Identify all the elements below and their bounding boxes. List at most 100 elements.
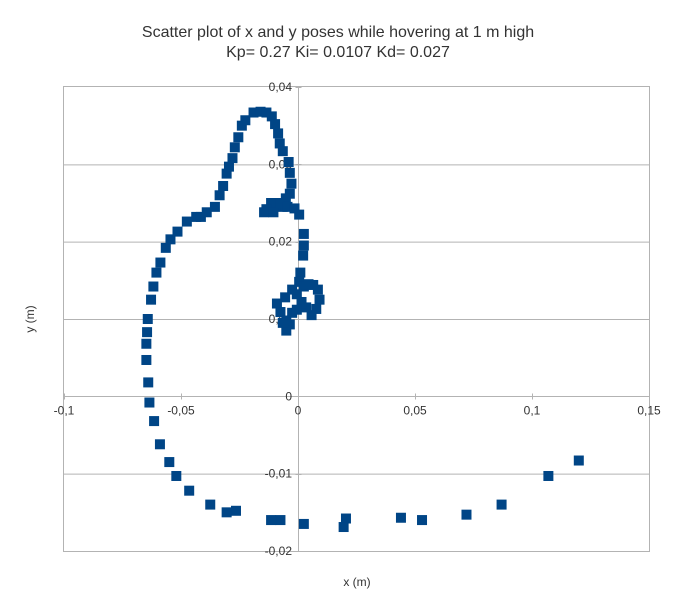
- data-point-87: [275, 307, 286, 318]
- x-tick-label-1: -0,05: [167, 403, 195, 417]
- data-point-10: [266, 515, 277, 526]
- data-point-58: [280, 193, 291, 204]
- x-tick-label-5: 0,15: [637, 403, 661, 417]
- data-point-79: [311, 303, 322, 314]
- data-point-72: [295, 267, 306, 278]
- data-point-4: [417, 515, 428, 526]
- data-point-15: [171, 470, 182, 481]
- data-point-12: [221, 507, 232, 518]
- data-points: [141, 106, 584, 533]
- data-point-21: [141, 354, 152, 365]
- data-point-93: [296, 298, 307, 309]
- data-point-16: [164, 457, 175, 468]
- chart-title: Scatter plot of x and y poses while hove…: [142, 24, 534, 41]
- data-point-78: [314, 294, 325, 305]
- data-point-66: [282, 201, 293, 212]
- data-point-65: [275, 198, 286, 208]
- y-tick-label-6: 0,04: [269, 80, 293, 94]
- data-point-53: [277, 146, 288, 157]
- data-point-94: [291, 304, 302, 315]
- data-point-31: [172, 226, 183, 237]
- y-tick-label-0: -0,02: [265, 544, 293, 558]
- data-point-89: [284, 319, 295, 330]
- data-point-0: [573, 455, 584, 466]
- data-point-49: [266, 111, 277, 122]
- data-point-43: [233, 132, 244, 143]
- data-point-38: [218, 180, 229, 191]
- data-point-39: [221, 168, 232, 179]
- data-point-84: [287, 284, 298, 295]
- data-point-51: [273, 128, 284, 139]
- data-point-42: [229, 142, 240, 153]
- data-point-80: [306, 310, 317, 321]
- data-point-9: [275, 515, 286, 526]
- data-point-64: [268, 207, 279, 218]
- data-point-70: [298, 240, 309, 251]
- data-point-50: [270, 119, 281, 130]
- data-point-11: [230, 505, 241, 516]
- data-point-3: [461, 509, 472, 520]
- y-tick-label-2: 0: [285, 389, 292, 403]
- data-point-7: [338, 522, 349, 533]
- data-point-71: [298, 250, 309, 261]
- data-point-47: [255, 106, 266, 117]
- data-point-14: [184, 485, 195, 496]
- data-point-61: [266, 198, 277, 208]
- y-tick-label-4: 0,02: [269, 235, 293, 249]
- data-point-69: [298, 228, 309, 239]
- data-point-44: [236, 120, 247, 131]
- data-point-17: [154, 439, 165, 450]
- x-axis-label: x (m): [343, 575, 370, 589]
- axes: [64, 87, 650, 552]
- data-point-35: [201, 207, 212, 218]
- data-point-40: [223, 161, 234, 172]
- x-tick-label-2: 0: [295, 403, 302, 417]
- data-point-86: [271, 298, 282, 309]
- data-point-55: [284, 167, 295, 178]
- data-point-28: [155, 257, 166, 268]
- data-point-52: [274, 138, 285, 149]
- data-point-24: [142, 314, 153, 324]
- data-point-18: [149, 416, 160, 427]
- data-point-19: [144, 397, 155, 408]
- data-point-6: [340, 513, 351, 524]
- data-point-36: [209, 201, 220, 212]
- data-point-41: [227, 153, 238, 164]
- data-point-20: [143, 377, 154, 388]
- data-point-27: [151, 267, 162, 278]
- data-point-90: [281, 325, 292, 336]
- data-point-68: [294, 209, 305, 220]
- data-point-1: [543, 470, 554, 481]
- x-tick-label-4: 0,1: [524, 403, 541, 417]
- y-tick-label-1: -0,01: [265, 467, 293, 481]
- data-point-8: [298, 518, 309, 529]
- data-point-34: [195, 211, 206, 222]
- data-point-56: [286, 178, 297, 189]
- x-tick-label-3: 0,05: [403, 403, 427, 417]
- data-point-13: [205, 499, 216, 510]
- data-point-23: [142, 327, 153, 338]
- data-point-29: [160, 242, 171, 253]
- tick-labels: -0,1-0,0500,050,10,15-0,02-0,0100,010,02…: [54, 80, 661, 558]
- data-point-30: [165, 234, 176, 245]
- data-point-85: [280, 292, 291, 303]
- data-point-46: [248, 107, 259, 118]
- data-point-67: [289, 203, 300, 214]
- data-point-91: [277, 317, 288, 328]
- data-point-22: [141, 338, 152, 349]
- data-point-63: [259, 207, 270, 218]
- data-point-26: [148, 281, 159, 292]
- y-axis-label: y (m): [23, 305, 37, 332]
- plot-frame: [63, 86, 650, 552]
- data-point-48: [261, 107, 272, 118]
- x-tick-label-0: -0,1: [54, 403, 75, 417]
- data-point-54: [283, 157, 294, 168]
- data-point-5: [395, 512, 406, 523]
- data-point-2: [496, 499, 507, 510]
- data-point-25: [146, 294, 157, 305]
- chart-subtitle: Kp= 0.27 Ki= 0.0107 Kd= 0.027: [226, 44, 450, 61]
- data-point-37: [214, 190, 225, 201]
- data-point-77: [312, 284, 323, 295]
- data-point-32: [181, 216, 192, 227]
